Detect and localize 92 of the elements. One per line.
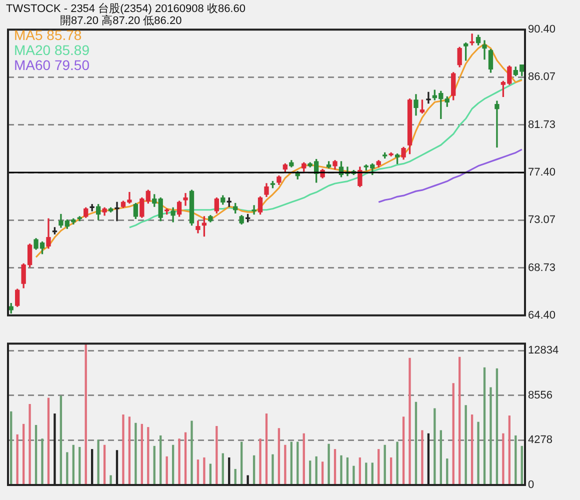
bar [196,460,200,485]
bar [496,368,498,485]
bar [172,444,174,485]
bar [34,424,38,485]
bar [490,387,492,485]
bar [328,444,330,485]
bar [265,413,268,485]
y-tick-label: 4278 [528,434,552,446]
bar [352,466,355,485]
chart-subtitle: 開87.20 高87.20 低86.20 [60,14,182,28]
bar [190,420,193,485]
bar [408,358,411,485]
bar [340,455,342,485]
bar [103,444,106,485]
bar [452,383,454,485]
bar [302,433,305,485]
bar [122,414,124,485]
bar [47,398,50,485]
bar [477,422,480,485]
bar [78,446,81,485]
bar [166,456,168,485]
y-tick-label: 81.73 [528,118,556,131]
y-tick-label: 0 [528,479,534,492]
bar [514,435,517,485]
bar [41,438,44,485]
bar [440,430,442,485]
y-tick-label: 12834 [528,344,559,357]
bar [240,442,243,485]
bar [10,411,12,485]
bar [278,428,280,485]
bar [60,396,62,485]
bar [128,416,131,485]
chart-title: TWSTOCK - 2354 台股(2354) 20160908 收86.60 [6,2,246,15]
bar [378,449,380,485]
bar [458,356,461,485]
bar [28,404,31,485]
bar [502,433,504,485]
text: MA20 85.89 [14,42,90,58]
bar [434,408,436,485]
bar [147,427,150,485]
bar [209,464,212,485]
bar [72,444,74,485]
bar [22,424,25,485]
y-tick-label: 77.40 [528,166,556,179]
bar [222,453,224,485]
bar [140,424,143,485]
y-tick-label: 73.07 [528,214,556,226]
bar [259,438,262,485]
bar [97,440,100,485]
bar [470,414,474,485]
bar [365,462,368,485]
bar [284,444,286,485]
bar [464,405,467,485]
bar [296,442,299,485]
bar [110,475,112,485]
bar [16,434,18,485]
y-tick-label: 68.73 [528,262,556,274]
y-tick-label: 64.40 [528,309,556,322]
bar [184,432,187,485]
bar [508,416,511,485]
bar [216,426,218,485]
bar [414,402,418,485]
bar [84,344,87,485]
y-tick-label: 90.40 [528,24,556,36]
text: MA60 79.50 [14,57,90,73]
bar [384,444,386,485]
bar [203,457,206,485]
bar [371,462,374,485]
bar [390,457,392,485]
bar [334,449,336,485]
bar [346,457,349,485]
bar [396,442,398,485]
bar [321,462,324,485]
bar [309,460,312,485]
bar [66,452,68,485]
text: MA5 85.78 [14,27,83,43]
bar [153,446,156,485]
bar [358,457,362,485]
bar [290,442,292,485]
bar [178,438,180,485]
bar [483,367,486,485]
bar [421,430,424,485]
bar [160,435,162,485]
bar [315,456,318,485]
bar [446,458,448,485]
y-tick-label: 86.07 [528,71,556,84]
bar [252,455,256,485]
y-tick-label: 8556 [528,389,552,402]
bar [272,454,274,485]
bar [134,422,137,485]
bar [520,446,523,485]
bar [402,416,405,485]
